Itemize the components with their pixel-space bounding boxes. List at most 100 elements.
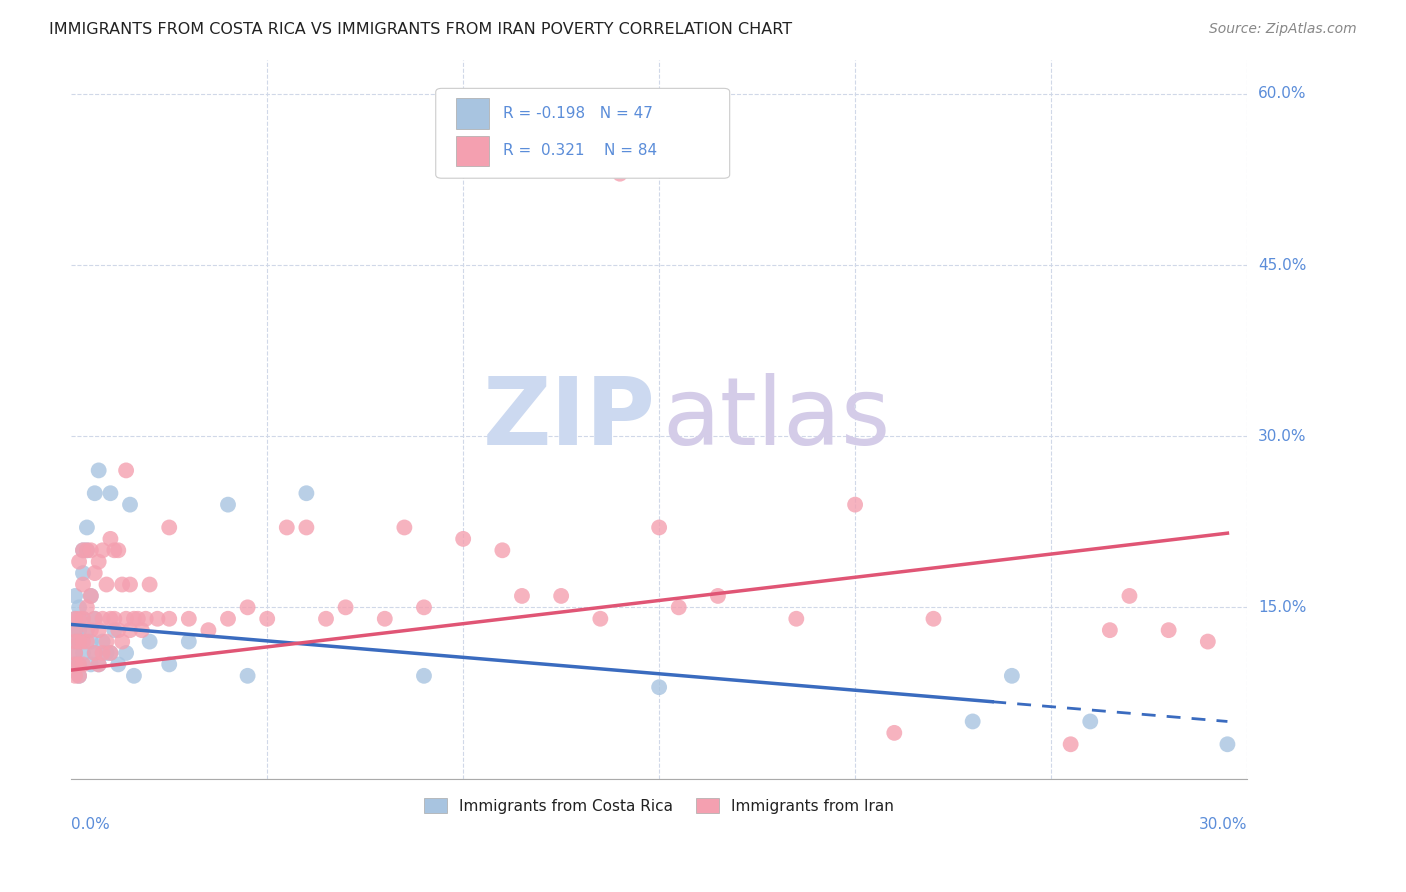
Point [83, 486, 105, 500]
Point [451, 532, 474, 546]
Point [707, 589, 730, 603]
Point [122, 669, 145, 683]
Point [138, 634, 160, 648]
Point [72, 612, 94, 626]
Point [83, 646, 105, 660]
Point [83, 646, 105, 660]
Point [91, 634, 114, 648]
Text: Source: ZipAtlas.com: Source: ZipAtlas.com [1209, 22, 1357, 37]
Point [118, 577, 141, 591]
Point [118, 498, 141, 512]
Point [67, 669, 90, 683]
Text: 30.0%: 30.0% [1258, 429, 1306, 443]
Point [76, 543, 98, 558]
Point [1118, 589, 1140, 603]
Point [76, 623, 98, 637]
Point [138, 577, 160, 591]
Point [63, 657, 86, 672]
Point [217, 612, 239, 626]
Point [785, 612, 807, 626]
Point [609, 167, 631, 181]
Point [76, 520, 98, 534]
Point [118, 623, 141, 637]
Point [177, 634, 200, 648]
Point [157, 520, 180, 534]
Point [315, 612, 337, 626]
Point [111, 577, 134, 591]
Text: 60.0%: 60.0% [1258, 87, 1306, 102]
Point [107, 543, 129, 558]
Point [72, 543, 94, 558]
Point [394, 520, 416, 534]
Point [76, 543, 98, 558]
Point [157, 612, 180, 626]
Point [83, 612, 105, 626]
Point [67, 657, 90, 672]
Point [67, 600, 90, 615]
Point [295, 520, 318, 534]
Point [127, 612, 149, 626]
Point [67, 657, 90, 672]
Point [648, 680, 671, 694]
Point [131, 623, 153, 637]
Point [256, 612, 278, 626]
Point [83, 612, 105, 626]
Point [276, 520, 298, 534]
Point [63, 669, 86, 683]
Point [87, 623, 110, 637]
Point [72, 657, 94, 672]
Point [87, 657, 110, 672]
FancyBboxPatch shape [436, 88, 730, 178]
Point [91, 646, 114, 660]
Point [80, 589, 103, 603]
Point [510, 589, 533, 603]
Point [67, 623, 90, 637]
Point [72, 577, 94, 591]
Point [80, 623, 103, 637]
Point [922, 612, 945, 626]
Point [63, 612, 86, 626]
Point [550, 589, 572, 603]
Point [374, 612, 396, 626]
Point [157, 657, 180, 672]
Point [589, 612, 612, 626]
Legend: Immigrants from Costa Rica, Immigrants from Iran: Immigrants from Costa Rica, Immigrants f… [416, 790, 901, 822]
Point [63, 612, 86, 626]
Point [100, 486, 122, 500]
Point [1197, 634, 1219, 648]
Point [67, 634, 90, 648]
Point [80, 634, 103, 648]
Point [115, 612, 138, 626]
Point [295, 486, 318, 500]
Point [72, 543, 94, 558]
Point [217, 498, 239, 512]
Point [100, 612, 122, 626]
Point [96, 577, 118, 591]
Point [413, 669, 436, 683]
Point [67, 612, 90, 626]
Text: 0.0%: 0.0% [72, 817, 110, 832]
Bar [456, 98, 489, 128]
Point [491, 543, 513, 558]
Point [80, 657, 103, 672]
Point [103, 623, 125, 637]
Point [72, 566, 94, 580]
Point [1059, 737, 1081, 751]
Text: atlas: atlas [662, 373, 891, 465]
Point [63, 623, 86, 637]
Point [668, 600, 690, 615]
Point [72, 634, 94, 648]
Point [197, 623, 219, 637]
Point [107, 623, 129, 637]
Bar [456, 136, 489, 166]
Point [146, 612, 169, 626]
Point [63, 623, 86, 637]
Point [67, 555, 90, 569]
Point [63, 646, 86, 660]
Text: R = -0.198   N = 47: R = -0.198 N = 47 [503, 106, 652, 121]
Point [63, 634, 86, 648]
Point [1098, 623, 1121, 637]
Point [63, 634, 86, 648]
Point [335, 600, 357, 615]
Text: 30.0%: 30.0% [1198, 817, 1247, 832]
